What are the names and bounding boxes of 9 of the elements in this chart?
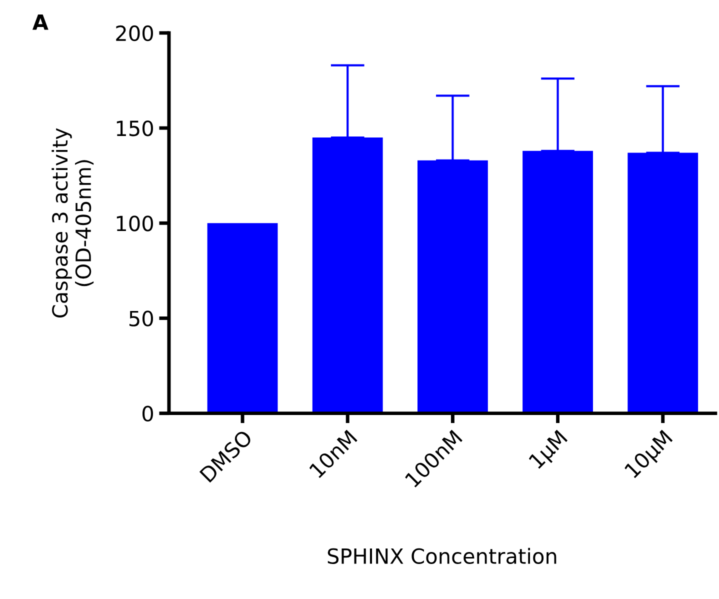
text: A — [32, 14, 48, 30]
y-axis-title: Caspase 3 activity (OD-405nm) — [52, 128, 94, 318]
y-tick-label: 150 — [116, 120, 153, 136]
bar — [207, 223, 278, 414]
y-tick-label: 50 — [129, 310, 153, 326]
y-tick-label: 0 — [142, 406, 153, 422]
y-tick-label: 200 — [116, 25, 153, 42]
x-axis-title: SPHINX Concentration — [328, 548, 556, 564]
y-tick-label: 100 — [116, 216, 153, 232]
